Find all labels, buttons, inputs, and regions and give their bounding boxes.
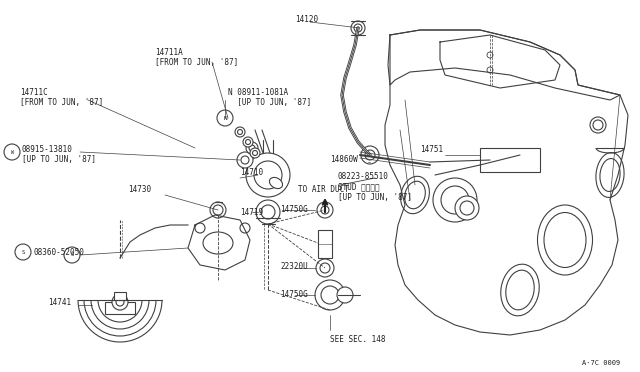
Text: 14860W: 14860W (330, 155, 358, 164)
Circle shape (237, 152, 253, 168)
Text: TO AIR DUCT: TO AIR DUCT (298, 185, 349, 194)
Ellipse shape (506, 270, 534, 310)
Circle shape (250, 148, 260, 158)
Circle shape (246, 140, 250, 144)
Circle shape (64, 247, 80, 263)
Circle shape (210, 202, 226, 218)
Circle shape (351, 21, 365, 35)
Text: 22320U: 22320U (280, 262, 308, 271)
Text: W: W (11, 150, 13, 154)
Circle shape (116, 298, 124, 306)
Circle shape (256, 200, 280, 224)
Circle shape (15, 244, 31, 260)
Text: 14120: 14120 (295, 15, 318, 24)
Ellipse shape (544, 212, 586, 267)
Circle shape (460, 201, 474, 215)
Text: A·7C 0009: A·7C 0009 (582, 360, 620, 366)
Ellipse shape (269, 177, 282, 189)
Text: 14751: 14751 (420, 145, 443, 154)
Text: 14741: 14741 (48, 298, 71, 307)
Circle shape (321, 206, 329, 214)
Text: 14711C
[FROM TO JUN, '87]: 14711C [FROM TO JUN, '87] (20, 88, 103, 108)
Ellipse shape (500, 264, 540, 316)
Text: 14710: 14710 (240, 168, 263, 177)
Text: 08223-85510
STUD スタッド
[UP TO JUN, '87]: 08223-85510 STUD スタッド [UP TO JUN, '87] (338, 172, 412, 202)
Circle shape (213, 205, 223, 215)
Circle shape (455, 196, 479, 220)
Circle shape (254, 161, 282, 189)
Circle shape (241, 156, 249, 164)
Circle shape (195, 223, 205, 233)
Circle shape (321, 286, 339, 304)
Text: 08360-52050: 08360-52050 (33, 248, 84, 257)
Circle shape (315, 280, 345, 310)
Text: S: S (21, 250, 24, 254)
Circle shape (433, 178, 477, 222)
Bar (105, 302, 135, 314)
Circle shape (240, 223, 250, 233)
Circle shape (441, 186, 469, 214)
Circle shape (316, 259, 334, 277)
Circle shape (217, 110, 233, 126)
Text: 14750G: 14750G (280, 205, 308, 214)
Ellipse shape (401, 176, 429, 214)
Circle shape (112, 294, 128, 310)
Circle shape (365, 150, 375, 160)
Circle shape (317, 202, 333, 218)
Circle shape (253, 151, 257, 155)
Circle shape (4, 144, 20, 160)
Text: N: N (223, 115, 227, 121)
Circle shape (361, 146, 379, 164)
Circle shape (487, 52, 493, 58)
Text: N 08911-1081A
  [UP TO JUN, '87]: N 08911-1081A [UP TO JUN, '87] (228, 88, 311, 108)
Bar (318, 230, 332, 258)
Circle shape (337, 287, 353, 303)
Circle shape (246, 153, 290, 197)
Bar (480, 148, 540, 172)
Text: 14750G: 14750G (280, 290, 308, 299)
Circle shape (320, 263, 330, 273)
Text: 08915-13810
[UP TO JUN, '87]: 08915-13810 [UP TO JUN, '87] (22, 145, 96, 164)
Ellipse shape (596, 153, 624, 198)
Text: SEE SEC. 148: SEE SEC. 148 (330, 335, 385, 344)
Ellipse shape (600, 158, 620, 192)
Circle shape (235, 127, 245, 137)
Circle shape (354, 24, 362, 32)
Ellipse shape (203, 232, 233, 254)
Circle shape (261, 205, 275, 219)
Text: 14711A
[FROM TO JUN, '87]: 14711A [FROM TO JUN, '87] (155, 48, 238, 67)
Ellipse shape (404, 181, 426, 209)
Text: S: S (70, 253, 74, 257)
Circle shape (487, 67, 493, 73)
Circle shape (237, 129, 243, 135)
Circle shape (593, 120, 603, 130)
Circle shape (243, 137, 253, 147)
Text: 14719: 14719 (240, 208, 263, 217)
Circle shape (590, 117, 606, 133)
Ellipse shape (538, 205, 593, 275)
Bar (114, 292, 126, 300)
Text: 14730: 14730 (128, 185, 151, 194)
Circle shape (246, 142, 258, 154)
Circle shape (249, 145, 255, 151)
